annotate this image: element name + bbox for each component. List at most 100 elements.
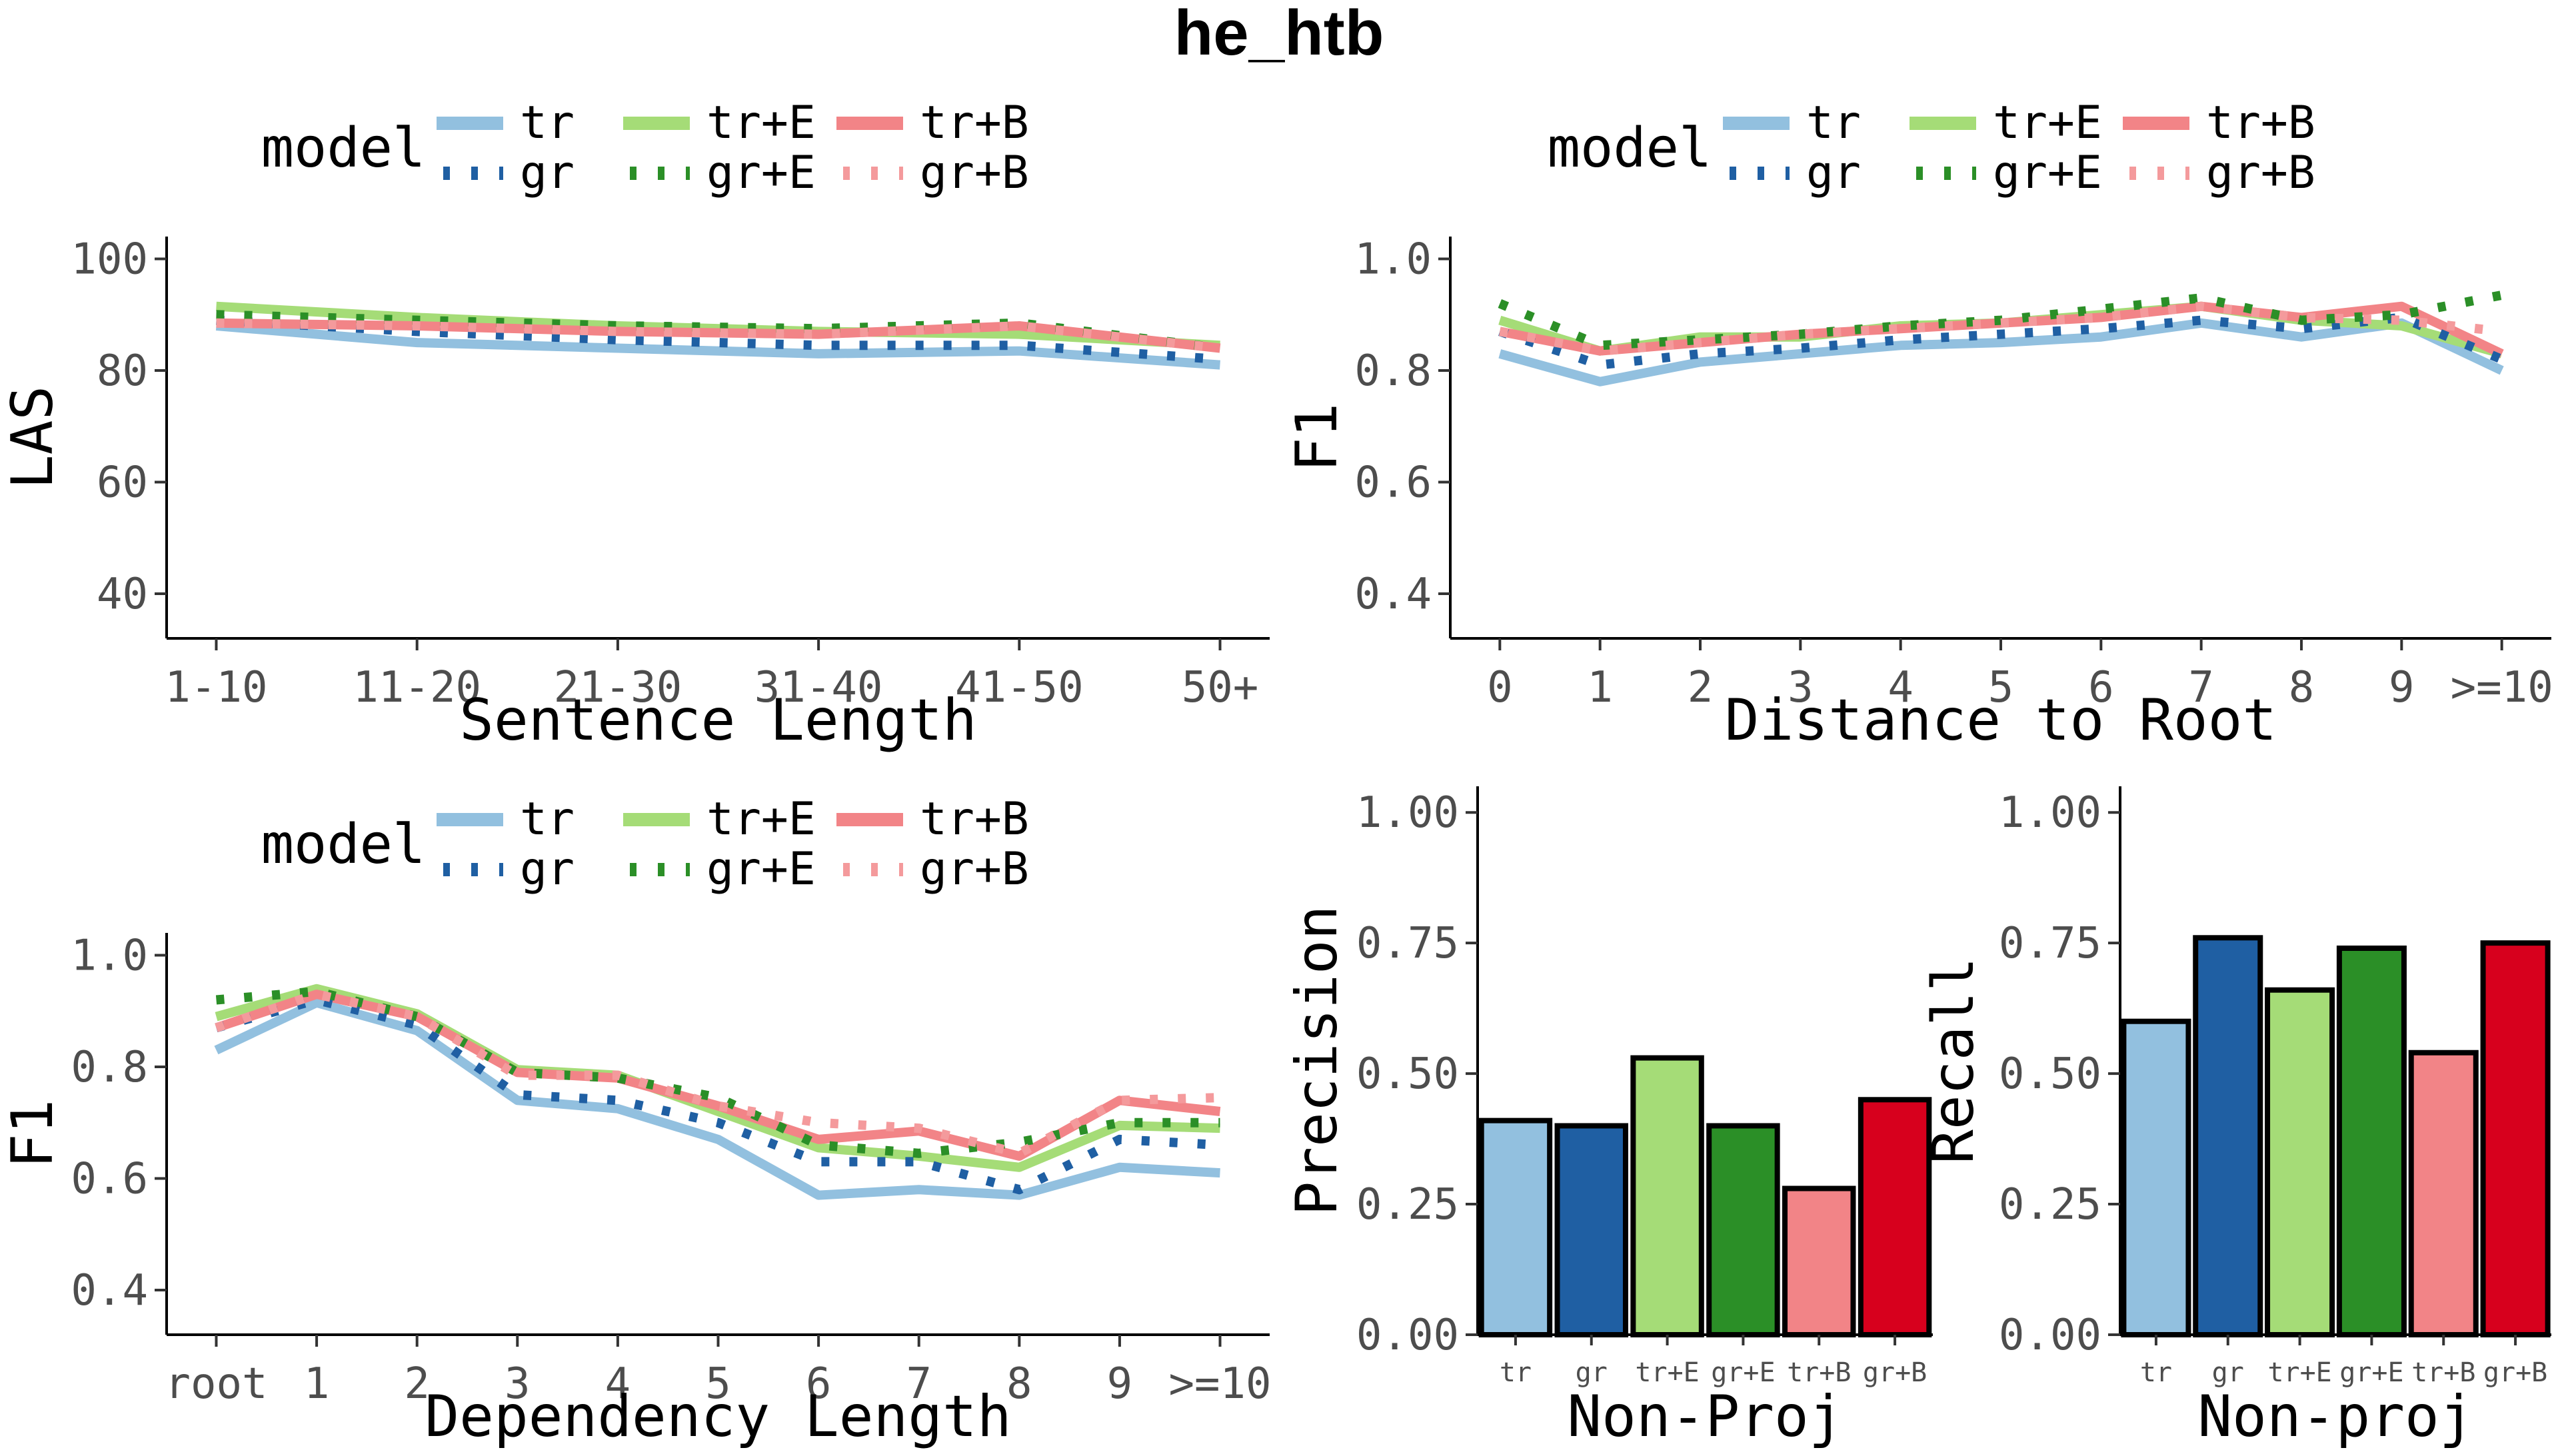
x-tick-label: 1 (304, 1359, 330, 1409)
x-tick-label: 8 (1006, 1359, 1032, 1409)
legend-label-trE: tr+E (706, 97, 816, 149)
y-tick-label: 0.75 (1356, 919, 1459, 968)
bar-gr+E (1706, 1123, 1780, 1337)
x-tick-label: 9 (1107, 1359, 1133, 1409)
x-tick-label: root (165, 1359, 267, 1409)
x-tick-label: 9 (2389, 663, 2415, 712)
x-tick-label: gr+B (2483, 1357, 2547, 1388)
y-tick-label: 0.6 (1354, 458, 1432, 508)
x-tick-label: 11-20 (353, 663, 481, 712)
x-tick-label: 6 (806, 1359, 832, 1409)
series-line-grB (1498, 301, 2503, 356)
y-tick-label: 80 (97, 347, 148, 396)
bar-tr (2121, 1018, 2191, 1337)
x-tick-label: 2 (1688, 663, 1714, 712)
legend-title: model (261, 813, 426, 876)
legend-label-trE: tr+E (706, 793, 816, 846)
y-tick-label: 1.0 (71, 932, 148, 981)
series-line-grB (215, 990, 1220, 1158)
chart-layer: 1-10 11-20 21-30 31-40 41-50 50+406080100LASS… (0, 235, 2553, 1451)
legend-label-gr: gr (1806, 147, 1861, 199)
x-tick-label: >=10 (2451, 663, 2553, 712)
x-tick-label: 7 (906, 1359, 932, 1409)
series-line-gr (1498, 313, 2504, 370)
panel-sentlen: 1-10 11-20 21-30 31-40 41-50 50+ 40 60 80 100 LAS S… (0, 235, 1270, 754)
x-axis-title: Sentence Length (459, 687, 977, 754)
bar-tr+E (2265, 987, 2335, 1337)
bar-gr+E (2336, 945, 2407, 1337)
y-tick-label: 0.50 (1356, 1050, 1459, 1099)
y-axis-title: Recall (1920, 957, 1987, 1164)
legend-label-grE: gr+E (1993, 147, 2102, 199)
y-tick-label: 1.00 (1356, 788, 1459, 838)
y-tick-label: 0.8 (1354, 347, 1432, 396)
y-tick-label: 0.25 (1356, 1180, 1459, 1229)
bar-gr+B (2480, 940, 2551, 1337)
legend-label-trB: tr+B (2206, 97, 2315, 149)
x-tick-label: >=10 (1168, 1359, 1271, 1409)
x-tick-label: 3 (1788, 663, 1814, 712)
legend-label-gr: gr (520, 843, 575, 896)
bar-tr+E (1630, 1055, 1704, 1337)
y-tick-label: 1.00 (1999, 788, 2101, 838)
y-tick-label: 0.4 (71, 1266, 148, 1315)
x-axis-title: Non-proj (2197, 1383, 2473, 1450)
x-tick-label: 1 (1587, 663, 1613, 712)
x-tick-label: 0 (1487, 663, 1513, 712)
y-axis-title: F1 (1284, 403, 1350, 472)
legend-label-gr: gr (520, 147, 575, 199)
y-tick-label: 60 (97, 458, 148, 508)
x-tick-label: 41-50 (955, 663, 1084, 712)
x-tick-label: gr+B (1863, 1357, 1927, 1388)
panel-deplen: root 1 2 3 4 5 6 7 8 9 >=10 0.4 0.6 0.8 1.0 F1 Dependenc… (0, 932, 1272, 1451)
x-axis-title: Dependency Length (425, 1383, 1011, 1450)
panel-recall: tr gr tr+E gr+E tr+B gr+B 0.00 0.25 0.50 0.75 1.00… (1920, 786, 2551, 1450)
y-tick-label: 0.00 (1999, 1311, 2101, 1360)
x-tick-label: 21-30 (554, 663, 682, 712)
y-axis-title: LAS (0, 386, 66, 489)
legend-title: model (261, 117, 426, 180)
legend-label-trB: tr+B (920, 97, 1029, 149)
legend-title: model (1548, 117, 1712, 180)
x-tick-label: 31-40 (754, 663, 883, 712)
y-tick-label: 0.8 (71, 1043, 148, 1092)
y-tick-label: 0.00 (1356, 1311, 1459, 1360)
x-axis-title: Distance to Root (1725, 687, 2277, 754)
x-tick-label: 5 (705, 1359, 731, 1409)
bar-gr+B (1858, 1097, 1932, 1338)
series-line-tr (215, 321, 1220, 370)
x-tick-label: tr (1500, 1357, 1532, 1388)
x-tick-label: 6 (2088, 663, 2114, 712)
legend-label-grB: gr+B (920, 843, 1029, 896)
panel-precision: tr gr tr+E gr+E tr+B gr+B 0.00 0.25 0.50 0.75 1.00… (1284, 786, 1933, 1450)
x-tick-label: gr+E (2339, 1357, 2403, 1388)
legend-label-grB: gr+B (920, 147, 1029, 199)
x-tick-label: 50+ (1182, 663, 1259, 712)
x-tick-label: tr+E (1635, 1357, 1699, 1388)
bar-gr (1554, 1123, 1628, 1337)
x-tick-label: 1-10 (165, 663, 267, 712)
legend-label-trE: tr+E (1993, 97, 2102, 149)
x-tick-label: gr (2212, 1357, 2244, 1388)
x-tick-label: gr+E (1711, 1357, 1775, 1388)
y-tick-label: 0.75 (1999, 919, 2101, 968)
x-tick-label: 4 (1888, 663, 1914, 712)
x-tick-label: tr (2140, 1357, 2172, 1388)
series-line-trB (216, 318, 1221, 353)
x-tick-label: 3 (505, 1359, 531, 1409)
legend-label-grE: gr+E (706, 843, 816, 896)
x-tick-label: 5 (1988, 663, 2014, 712)
legend-label-grB: gr+B (2206, 147, 2315, 199)
y-tick-label: 0.6 (71, 1155, 148, 1204)
legend-label-tr: tr (520, 793, 575, 846)
x-tick-label: tr+B (2411, 1357, 2475, 1388)
x-axis-title: Non-Proj (1567, 1383, 1843, 1450)
x-tick-label: 2 (404, 1359, 430, 1409)
legend-label-tr: tr (520, 97, 575, 149)
bar-tr (1478, 1117, 1553, 1337)
y-axis-title: F1 (0, 1099, 66, 1169)
